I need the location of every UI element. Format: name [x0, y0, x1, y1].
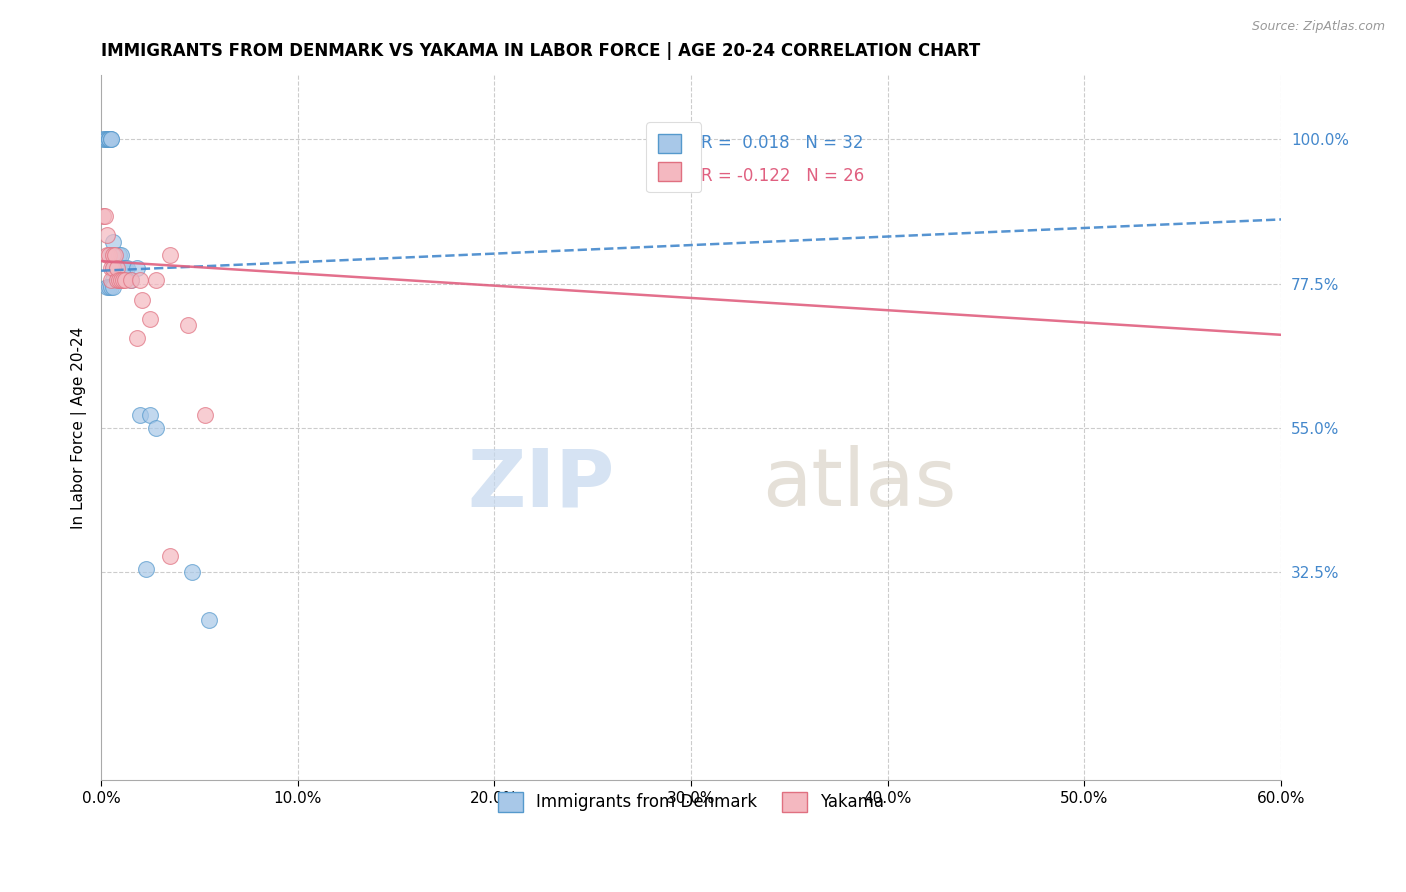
Point [100, 273, 122, 287]
Text: atlas: atlas [762, 445, 956, 524]
Point [176, 318, 198, 333]
Point [96, 279, 118, 293]
Point [100, 132, 122, 146]
Point [104, 260, 127, 275]
Point [108, 248, 131, 262]
Point [111, 260, 134, 275]
Point [110, 248, 132, 262]
Point [111, 273, 134, 287]
Point [101, 235, 124, 249]
Point [91, 209, 114, 223]
Point [101, 273, 124, 287]
Point [159, 248, 181, 262]
Text: R = -0.122   N = 26: R = -0.122 N = 26 [700, 167, 863, 185]
Point [125, 331, 148, 345]
Point [145, 273, 167, 287]
Point [98, 132, 121, 146]
Point [101, 248, 124, 262]
Text: IMMIGRANTS FROM DENMARK VS YAKAMA IN LABOR FORCE | AGE 20-24 CORRELATION CHART: IMMIGRANTS FROM DENMARK VS YAKAMA IN LAB… [101, 42, 980, 60]
Point [101, 260, 124, 275]
Point [94, 209, 117, 223]
Point [91, 132, 114, 146]
Text: Source: ZipAtlas.com: Source: ZipAtlas.com [1251, 20, 1385, 33]
Point [159, 549, 181, 563]
Text: R =  0.018   N = 32: R = 0.018 N = 32 [700, 134, 863, 152]
Point [110, 273, 132, 287]
Point [198, 613, 221, 627]
Point [115, 260, 138, 275]
Point [114, 273, 136, 287]
Point [96, 132, 118, 146]
Point [96, 228, 118, 243]
Point [105, 260, 128, 275]
Point [98, 279, 121, 293]
Point [104, 248, 127, 262]
Point [98, 248, 121, 262]
Point [98, 132, 121, 146]
Point [125, 260, 148, 275]
Point [101, 279, 124, 293]
Y-axis label: In Labor Force | Age 20-24: In Labor Force | Age 20-24 [72, 326, 87, 529]
Point [145, 421, 167, 435]
Legend: Immigrants from Denmark, Yakama: Immigrants from Denmark, Yakama [485, 779, 898, 825]
Point [135, 562, 157, 576]
Point [105, 260, 128, 275]
Point [120, 273, 142, 287]
Point [194, 408, 217, 422]
Point [129, 408, 152, 422]
Point [105, 273, 128, 287]
Point [94, 132, 117, 146]
Text: ZIP: ZIP [467, 445, 614, 524]
Point [96, 132, 118, 146]
Point [98, 132, 121, 146]
Point [114, 260, 136, 275]
Point [100, 279, 122, 293]
Point [100, 248, 122, 262]
Point [180, 565, 202, 579]
Point [129, 273, 152, 287]
Point [139, 311, 162, 326]
Point [139, 408, 162, 422]
Point [131, 293, 153, 307]
Point [120, 273, 142, 287]
Point [101, 260, 124, 275]
Point [108, 273, 131, 287]
Point [96, 248, 118, 262]
Point [100, 132, 122, 146]
Point [100, 260, 122, 275]
